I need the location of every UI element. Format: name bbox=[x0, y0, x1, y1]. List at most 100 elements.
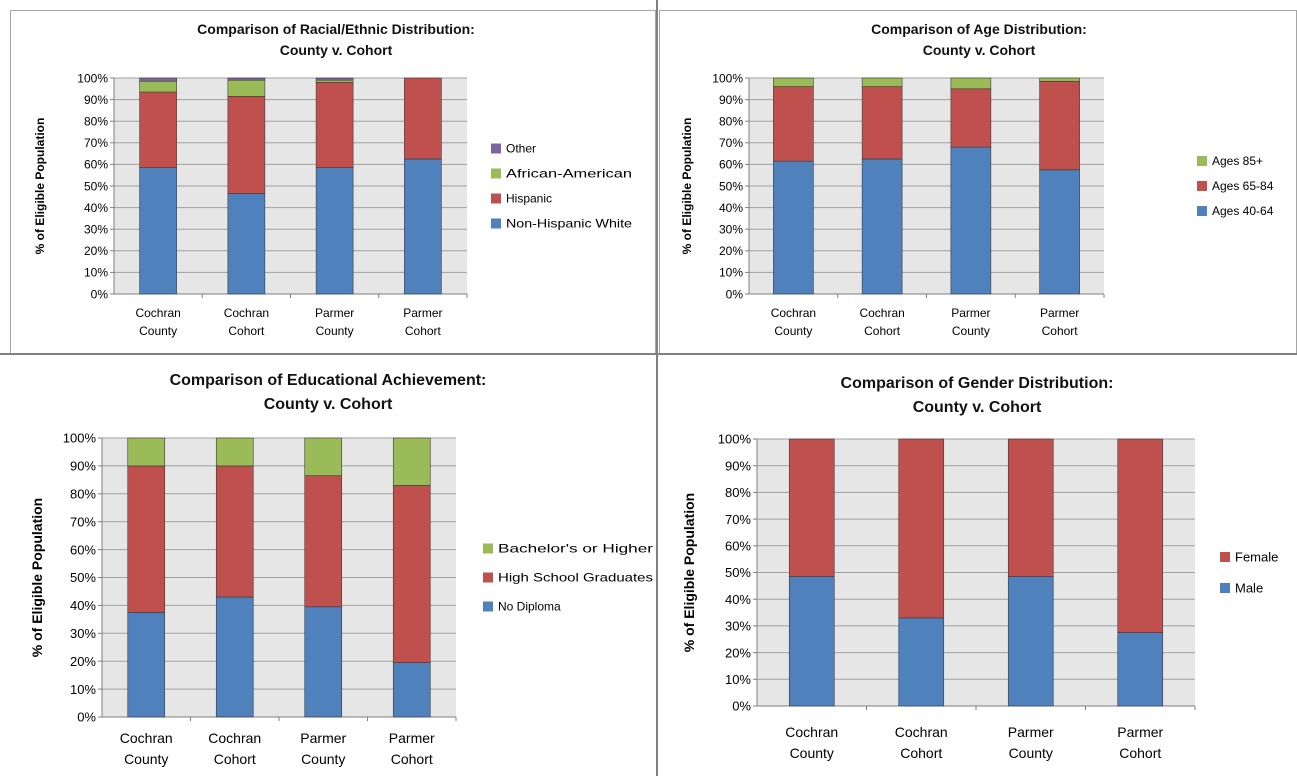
category-label-gender-1-1: Cochran bbox=[895, 724, 948, 740]
bar-segment-education-3-1 bbox=[392, 485, 431, 663]
bar-segment-age-2-2 bbox=[950, 77, 992, 90]
bar-segment-race-2-1 bbox=[315, 82, 354, 168]
y-tick-label-education-3: 30% bbox=[70, 626, 96, 641]
category-label-race-2-1: Parmer bbox=[315, 306, 354, 320]
y-tick-label-gender-0: 0% bbox=[732, 699, 751, 714]
chart-svg-age: Comparison of Age Distribution: County v.… bbox=[680, 21, 1274, 338]
chart-title-race-1: Comparison of Racial/Ethnic Distribution… bbox=[197, 21, 475, 37]
bar-segment-race-2-0 bbox=[315, 167, 354, 295]
y-tick-label-education-7: 70% bbox=[70, 514, 96, 529]
category-label-education-3-2: Cohort bbox=[391, 751, 433, 767]
bar-segment-age-0-1 bbox=[773, 86, 814, 162]
y-tick-label-race-8: 80% bbox=[84, 115, 108, 129]
y-axis-label-gender: % of Eligible Population bbox=[681, 493, 697, 652]
chart-panel-gender: Comparison of Gender Distribution: County… bbox=[657, 356, 1297, 776]
y-tick-label-education-1: 10% bbox=[70, 682, 96, 697]
bar-segment-race-1-1 bbox=[227, 96, 266, 194]
y-tick-label-race-1: 10% bbox=[84, 266, 108, 280]
legend-label-race-3: Non-Hispanic White bbox=[506, 217, 632, 231]
bar-segment-age-1-2 bbox=[861, 77, 903, 87]
bar-segment-race-0-0 bbox=[139, 167, 177, 295]
bar-segment-race-2-3 bbox=[315, 77, 354, 81]
chart-title-age-1: Comparison of Age Distribution: bbox=[871, 21, 1087, 37]
bar-segment-education-3-0 bbox=[392, 662, 431, 718]
y-tick-label-race-4: 40% bbox=[84, 201, 108, 215]
category-label-race-3-1: Parmer bbox=[403, 306, 442, 320]
category-label-age-1-1: Cochran bbox=[859, 306, 904, 320]
y-tick-label-age-6: 60% bbox=[719, 158, 743, 172]
bar-segment-gender-0-1 bbox=[788, 438, 835, 577]
bar-segment-race-0-3 bbox=[139, 77, 177, 82]
bar-segment-gender-1-0 bbox=[898, 617, 945, 707]
category-label-education-3-1: Parmer bbox=[389, 730, 435, 746]
y-tick-label-gender-8: 80% bbox=[725, 485, 751, 500]
bar-segment-gender-3-1 bbox=[1117, 438, 1164, 633]
legend-label-gender-0: Female bbox=[1235, 550, 1278, 565]
y-tick-label-gender-5: 50% bbox=[725, 565, 751, 580]
horizontal-separator bbox=[0, 353, 1297, 355]
category-label-gender-2-1: Parmer bbox=[1008, 724, 1054, 740]
category-label-race-0-1: Cochran bbox=[135, 306, 180, 320]
chart-panel-education: Comparison of Educational Achievement: Co… bbox=[0, 354, 657, 776]
y-tick-label-race-7: 70% bbox=[84, 136, 108, 150]
category-label-gender-3-2: Cohort bbox=[1119, 745, 1161, 761]
y-tick-label-age-4: 40% bbox=[719, 201, 743, 215]
y-tick-label-gender-9: 90% bbox=[725, 458, 751, 473]
y-tick-label-age-2: 20% bbox=[719, 244, 743, 258]
y-tick-label-age-7: 70% bbox=[719, 136, 743, 150]
bar-segment-age-2-1 bbox=[950, 88, 992, 148]
chart-title-age-2: County v. Cohort bbox=[923, 42, 1036, 58]
y-tick-label-education-10: 100% bbox=[63, 431, 97, 446]
legend-label-education-0: Bachelor's or Higher bbox=[498, 542, 653, 556]
y-tick-label-education-0: 0% bbox=[77, 710, 96, 725]
bar-segment-education-3-2 bbox=[392, 437, 431, 486]
category-label-gender-0-2: County bbox=[790, 745, 834, 761]
bar-segment-race-0-2 bbox=[139, 80, 177, 93]
legend-swatch-race-0 bbox=[491, 143, 501, 154]
legend-swatch-age-1 bbox=[1197, 181, 1207, 191]
bar-segment-education-2-0 bbox=[304, 606, 343, 718]
category-label-gender-1-2: Cohort bbox=[900, 745, 942, 761]
bar-segment-education-1-2 bbox=[215, 437, 254, 467]
category-label-age-2-1: Parmer bbox=[951, 306, 990, 320]
bar-segment-education-0-1 bbox=[127, 465, 166, 613]
bar-segment-age-2-0 bbox=[950, 146, 992, 295]
bar-segment-race-2-2 bbox=[315, 79, 354, 83]
chart-panel-race: Comparison of Racial/Ethnic Distribution… bbox=[10, 10, 656, 354]
legend-label-gender-1: Male bbox=[1235, 581, 1263, 596]
bar-segment-gender-3-0 bbox=[1117, 632, 1164, 707]
chart-svg-race: Comparison of Racial/Ethnic Distribution… bbox=[33, 21, 632, 338]
y-axis-label-race: % of Eligible Population bbox=[33, 118, 47, 255]
y-axis-label-education: % of Eligible Population bbox=[29, 498, 45, 657]
legend-label-race-2: Hispanic bbox=[506, 192, 552, 206]
bar-segment-race-3-0 bbox=[404, 158, 442, 295]
y-tick-label-gender-4: 40% bbox=[725, 592, 751, 607]
vertical-separator bbox=[656, 0, 658, 776]
category-label-age-2-2: County bbox=[952, 324, 990, 338]
category-label-education-1-2: Cohort bbox=[214, 751, 256, 767]
bar-segment-race-0-1 bbox=[139, 91, 177, 168]
y-tick-label-gender-1: 10% bbox=[725, 672, 751, 687]
bar-segment-education-2-2 bbox=[304, 437, 343, 476]
chart-title-gender-1: Comparison of Gender Distribution: bbox=[841, 375, 1114, 392]
chart-title-race-2: County v. Cohort bbox=[280, 42, 393, 58]
category-label-race-0-2: County bbox=[139, 324, 177, 338]
category-label-race-1-1: Cochran bbox=[224, 306, 269, 320]
legend-swatch-race-2 bbox=[491, 193, 501, 204]
y-tick-label-gender-10: 100% bbox=[718, 432, 752, 447]
bar-segment-age-0-2 bbox=[773, 77, 814, 87]
bar-segment-education-0-2 bbox=[127, 437, 166, 467]
y-tick-label-education-8: 80% bbox=[70, 486, 96, 501]
category-label-age-0-2: County bbox=[774, 324, 812, 338]
legend-label-education-1: High School Graduates bbox=[498, 571, 653, 585]
y-tick-label-race-9: 90% bbox=[84, 93, 108, 107]
chart-title-education-2: County v. Cohort bbox=[264, 396, 393, 413]
chart-title-gender-2: County v. Cohort bbox=[913, 399, 1042, 416]
bar-segment-age-3-0 bbox=[1039, 169, 1080, 295]
category-label-age-3-2: Cohort bbox=[1042, 324, 1079, 338]
legend-label-age-0: Ages 85+ bbox=[1212, 154, 1263, 168]
bar-segment-education-1-0 bbox=[215, 596, 254, 718]
y-tick-label-age-8: 80% bbox=[719, 115, 743, 129]
y-axis-label-age: % of Eligible Population bbox=[680, 118, 694, 255]
bar-segment-education-2-1 bbox=[304, 475, 343, 608]
